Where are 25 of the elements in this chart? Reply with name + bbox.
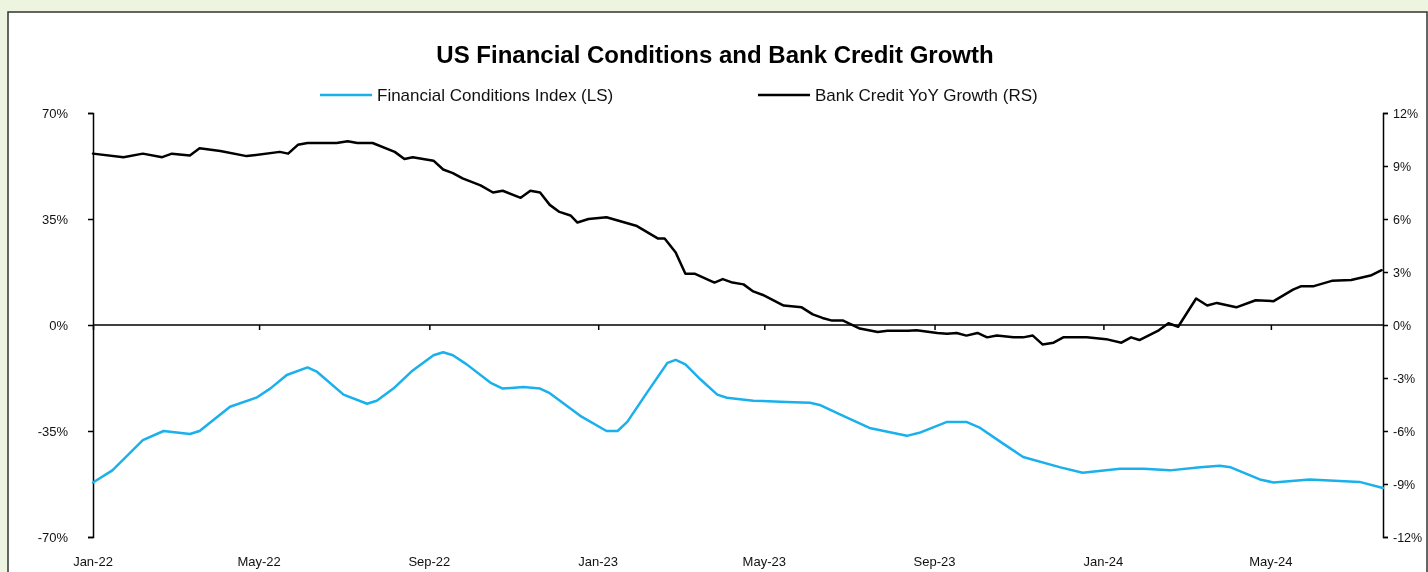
y2-tick-label: 12% [1393,106,1419,121]
x-tick-label: May-23 [742,554,786,569]
x-tick-label: Sep-23 [913,554,956,569]
y2-tick-label: 0% [1393,318,1412,333]
y-tick-label: -35% [37,423,69,439]
y2-tick-label: 3% [1393,265,1412,280]
x-tick-label: May-24 [1249,554,1293,569]
x-tick-label: Jan-24 [1083,554,1124,569]
chart-title: US Financial Conditions and Bank Credit Growth [436,41,994,68]
y-tick-label: -70% [37,529,69,545]
x-tick-label: Jan-22 [73,554,113,569]
y2-tick-label: 9% [1393,159,1412,174]
x-tick-label: Sep-22 [408,554,451,569]
y2-tick-label: -3% [1393,371,1416,386]
y2-tick-label: 6% [1393,212,1412,227]
y2-tick-label: -12% [1393,530,1423,545]
y-tick-label: 0% [49,317,69,333]
x-tick-label: May-22 [237,554,281,569]
legend-label: Financial Conditions Index (LS) [377,86,614,105]
legend-label: Bank Credit YoY Growth (RS) [815,86,1038,105]
x-tick-label: Jan-23 [578,554,619,569]
y-tick-label: 35% [41,211,69,227]
y2-tick-label: -6% [1393,424,1416,439]
y-tick-label: 70% [41,105,69,121]
y2-tick-label: -9% [1393,477,1416,492]
